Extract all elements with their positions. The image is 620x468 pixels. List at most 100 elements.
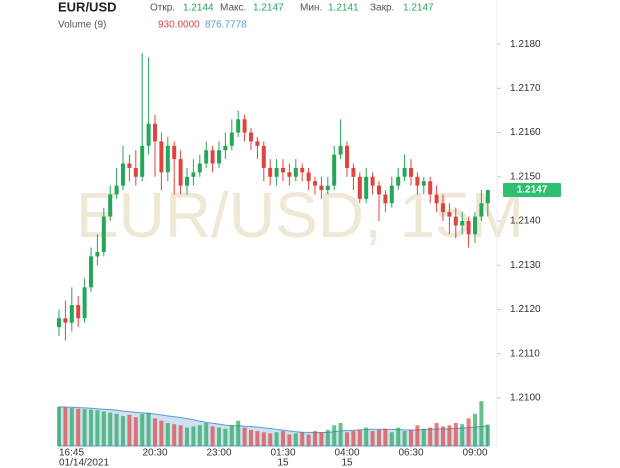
volume-bar — [172, 424, 177, 446]
volume-bar — [261, 432, 266, 446]
volume-bar — [434, 423, 439, 446]
volume-bar — [293, 433, 298, 446]
volume-bar — [185, 427, 189, 446]
candle-body — [236, 119, 241, 133]
volume-title: Volume (9) — [58, 20, 106, 31]
volume-bar — [325, 429, 330, 446]
volume-bar — [409, 429, 413, 446]
volume-bar — [153, 418, 157, 446]
volume-bar — [121, 416, 125, 446]
volume-bar — [485, 424, 490, 446]
candle-body — [441, 203, 445, 213]
volume-bar — [89, 409, 93, 446]
volume-bar — [242, 427, 247, 446]
volume-bar — [204, 423, 209, 446]
candle-body — [351, 167, 356, 177]
candle-body — [293, 167, 298, 177]
candle-body — [453, 216, 458, 226]
volume-bar — [441, 426, 445, 446]
candle-body — [389, 185, 394, 204]
y-tick-label: 1.2180 — [510, 39, 541, 50]
candle-body — [191, 172, 196, 177]
candle-body — [370, 176, 375, 186]
volume-bar — [473, 413, 477, 446]
price-tag-label: 1.2147 — [517, 185, 548, 196]
candle-body — [313, 181, 317, 186]
candle-body — [242, 119, 247, 133]
ohlc-name: Макс. — [220, 3, 246, 14]
volume-ma-value: 876.7778 — [205, 20, 247, 31]
volume-bar — [101, 411, 106, 446]
volume-bar — [319, 432, 324, 446]
candle-body — [197, 163, 202, 173]
volume-bar — [345, 432, 349, 446]
volume-bar — [370, 431, 375, 446]
candle-body — [101, 216, 106, 252]
candle-body — [223, 145, 228, 151]
candle-body — [357, 176, 362, 199]
volume-bar — [57, 406, 61, 446]
candle-body — [485, 190, 490, 204]
volume-bar — [95, 410, 100, 446]
volume-bar — [281, 431, 285, 446]
volume-bar — [249, 429, 253, 446]
volume-bar — [287, 434, 292, 446]
x-tick-label: 16:45 — [59, 448, 84, 459]
volume-bar — [351, 431, 356, 446]
volume-bar — [357, 429, 362, 446]
volume-bar — [383, 428, 388, 446]
candle-body — [153, 123, 157, 142]
y-tick-label: 1.2110 — [510, 348, 540, 359]
volume-bar — [69, 408, 74, 446]
candle-body — [415, 176, 420, 186]
volume-bar — [415, 425, 420, 446]
x-tick-label: 09:00 — [462, 448, 487, 459]
volume-bar — [274, 432, 279, 446]
candle-body — [159, 141, 164, 173]
candle-body — [428, 181, 433, 195]
volume-bar — [300, 432, 305, 446]
candle-body — [204, 150, 209, 164]
volume-bar — [127, 414, 132, 446]
volume-bar — [479, 401, 484, 446]
volume-bar — [191, 426, 196, 446]
candle-body — [396, 176, 401, 186]
candle-body — [210, 150, 215, 164]
volume-bar — [178, 425, 183, 446]
candle-body — [319, 185, 324, 191]
x-tick-label: 01:30 — [270, 448, 295, 459]
ohlc-value: 1.2141 — [328, 3, 359, 14]
candle-body — [325, 185, 330, 191]
volume-bar — [396, 427, 401, 446]
volume-bar — [82, 409, 87, 446]
volume-bar — [268, 433, 273, 446]
candle-body — [281, 167, 285, 173]
volume-bar — [313, 431, 317, 446]
volume-bar — [159, 420, 164, 446]
candle-body — [165, 145, 170, 173]
candle-body — [332, 154, 337, 186]
candle-body — [114, 185, 119, 195]
candle-body — [306, 172, 311, 182]
volume-bar — [140, 413, 145, 446]
date-label: 01/14/2021 — [59, 458, 109, 468]
candle-body — [178, 159, 183, 186]
volume-bar — [114, 413, 119, 446]
ohlc-name: Закр. — [370, 3, 394, 14]
candle-body — [421, 181, 426, 186]
volume-bar — [332, 425, 337, 446]
volume-bar — [63, 407, 68, 446]
candle-body — [76, 305, 81, 319]
volume-bar — [402, 431, 407, 446]
y-tick-label: 1.2120 — [510, 304, 541, 315]
volume-bar — [133, 417, 138, 446]
candle-body — [409, 167, 413, 177]
ohlc-value: 1.2147 — [253, 3, 284, 14]
date-label: 15 — [277, 458, 289, 468]
ohlc-name: Мин. — [300, 3, 322, 14]
candle-body — [89, 256, 93, 288]
volume-bar — [108, 412, 113, 446]
date-label: 15 — [341, 458, 353, 468]
volume-bar — [306, 434, 311, 446]
candle-body — [95, 251, 100, 257]
